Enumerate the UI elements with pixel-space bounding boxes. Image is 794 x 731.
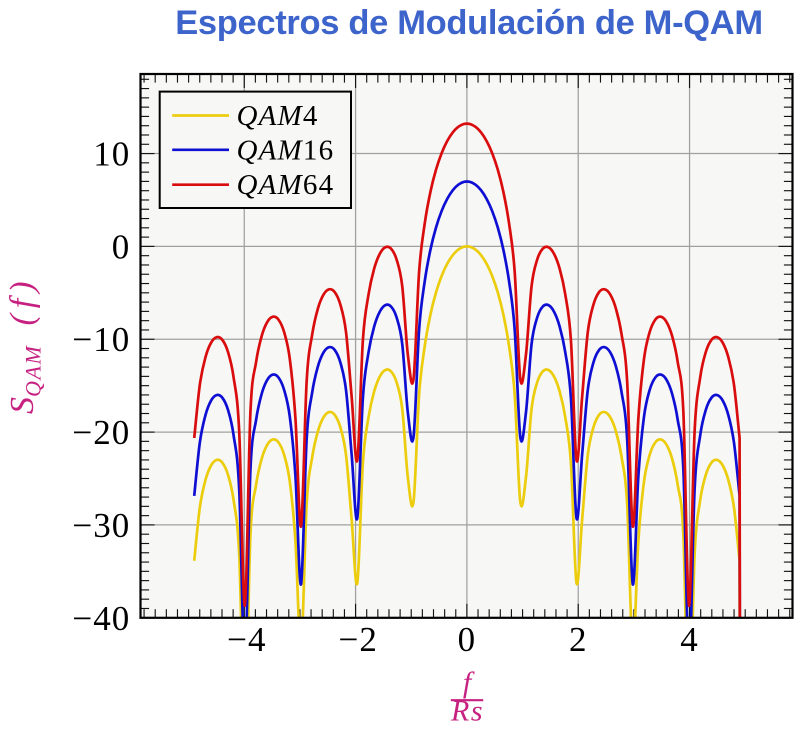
svg-text:0: 0	[458, 620, 477, 659]
svg-text:−4: −4	[227, 620, 267, 659]
svg-text:−30: −30	[72, 506, 130, 545]
svg-text:−20: −20	[72, 413, 130, 452]
svg-text:−2: −2	[338, 620, 378, 659]
svg-text:2: 2	[569, 620, 588, 659]
svg-text:−10: −10	[72, 320, 130, 359]
svg-text:Espectros de Modulación de M-Q: Espectros de Modulación de M-QAM	[175, 4, 763, 42]
svg-text:−40: −40	[72, 599, 130, 638]
svg-text:Rs: Rs	[450, 695, 484, 728]
svg-text:QAM16: QAM16	[237, 134, 335, 166]
svg-text:SQAM(f): SQAM(f)	[4, 281, 46, 414]
svg-text:QAM4: QAM4	[237, 100, 319, 132]
svg-text:10: 10	[93, 135, 130, 174]
svg-text:0: 0	[112, 227, 131, 266]
svg-text:4: 4	[680, 620, 699, 659]
svg-text:QAM64: QAM64	[237, 169, 335, 201]
